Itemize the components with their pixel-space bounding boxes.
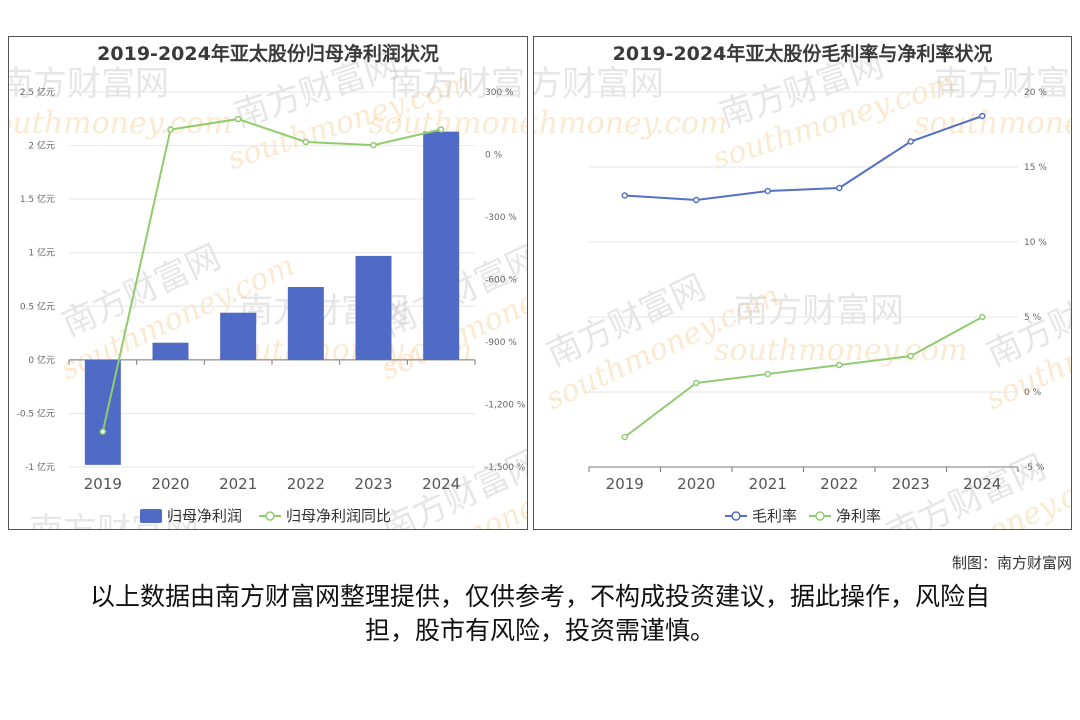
watermark-text: 南方财富网: [934, 64, 1072, 104]
gross-margin-point: [621, 192, 628, 199]
bar-net-profit: [355, 255, 392, 360]
margin-chart: 南方财富网southmoney.com南方财富网southmoney.com南方…: [533, 36, 1072, 530]
bar-net-profit: [152, 342, 189, 360]
margin-chart-svg: 南方财富网southmoney.com南方财富网southmoney.com南方…: [534, 45, 1072, 529]
legend-label: 毛利率: [752, 507, 797, 525]
line-gross-margin: [624, 115, 983, 202]
chart-title: 2019-2024年亚太股份归母净利润状况: [97, 43, 439, 65]
line-yoy: [101, 118, 442, 432]
x-category-label: 2021: [219, 475, 257, 493]
net-margin-point: [907, 352, 914, 360]
y-right-tick-label: 300 %: [485, 88, 514, 98]
y-right-tick-label: 10 %: [1024, 238, 1047, 248]
x-category-label: 2023: [892, 475, 930, 493]
y-right-tick-label: -5 %: [1024, 463, 1045, 473]
net-margin-point: [621, 433, 628, 441]
y-right-tick-label: -600 %: [485, 276, 517, 286]
legend-label: 净利率: [836, 507, 881, 525]
y-left-tick-label: 2.5 亿元: [20, 86, 55, 98]
gross-margin-point: [979, 112, 986, 120]
y-left-tick-label: 2 亿元: [28, 140, 55, 152]
gross-margin-point: [764, 187, 771, 195]
legend-line-marker: [815, 511, 825, 521]
watermark-text: 南方财富网: [734, 291, 904, 331]
watermark-text: 南方财富网: [9, 64, 169, 104]
x-category-label: 2019: [606, 475, 644, 493]
y-left-tick-label: -0.5 亿元: [17, 407, 55, 419]
y-left-tick-label: 1.5 亿元: [20, 193, 55, 205]
gross-margin-point: [907, 138, 914, 145]
watermark-text: southmoney.com: [9, 106, 233, 141]
watermark-text: southmoney.com: [534, 106, 728, 141]
y-right-tick-label: 0 %: [1024, 388, 1042, 398]
y-right-tick-label: 20 %: [1024, 88, 1047, 98]
net-profit-chart: 南方财富网southmoney.com南方财富网southmoney.com南方…: [8, 36, 528, 530]
x-category-label: 2024: [422, 475, 460, 493]
x-category-label: 2020: [677, 475, 715, 493]
y-right-tick-label: -1,500 %: [485, 463, 526, 473]
line-yoy-point: [370, 141, 377, 149]
line-yoy-point: [302, 138, 310, 146]
net-margin-point: [979, 313, 986, 321]
legend-label: 归母净利润同比: [286, 507, 391, 525]
watermark-text: southmoney.com: [914, 106, 1072, 141]
bar-net-profit: [287, 287, 324, 360]
net-margin-point: [693, 379, 700, 387]
y-right-tick-label: -900 %: [485, 338, 517, 348]
x-category-label: 2024: [963, 475, 1001, 493]
y-right-tick-label: -1,200 %: [485, 401, 526, 411]
line-yoy-point: [234, 115, 242, 123]
x-category-label: 2022: [287, 475, 325, 493]
watermark-text: 南方财富网: [534, 64, 664, 104]
x-category-label: 2019: [84, 475, 122, 493]
net-margin-point: [764, 370, 771, 378]
line-net-margin: [624, 316, 983, 438]
line-yoy-point: [99, 428, 107, 435]
y-left-tick-label: -1 亿元: [25, 461, 55, 473]
line-yoy-point: [437, 126, 445, 133]
y-left-tick-label: 0.5 亿元: [20, 300, 55, 312]
y-left-tick-label: 0 亿元: [28, 354, 55, 366]
x-category-label: 2022: [820, 475, 858, 493]
y-left-tick-label: 1 亿元: [28, 247, 55, 259]
y-right-tick-label: -300 %: [485, 213, 517, 223]
y-right-tick-label: 5 %: [1024, 313, 1042, 323]
chart-title: 2019-2024年亚太股份毛利率与净利率状况: [612, 43, 993, 65]
gross-margin-point: [693, 196, 700, 204]
watermark-text: 南方财富网: [389, 64, 528, 104]
y-right-tick-label: 0 %: [485, 151, 503, 161]
bar-net-profit: [423, 131, 460, 360]
gross-margin-point: [836, 184, 843, 192]
legend-label: 归母净利润: [167, 507, 242, 525]
chart-credit: 制图：南方财富网: [951, 554, 1072, 572]
x-category-label: 2021: [749, 475, 787, 493]
line-yoy-point: [167, 126, 174, 133]
net-margin-point: [836, 361, 843, 369]
y-right-tick-label: 15 %: [1024, 163, 1047, 173]
net-profit-chart-svg: 南方财富网southmoney.com南方财富网southmoney.com南方…: [9, 45, 528, 529]
legend-line-marker: [265, 511, 275, 521]
legend-bar-swatch: [140, 509, 162, 523]
x-category-label: 2023: [354, 475, 392, 493]
legend-line-marker: [731, 511, 741, 521]
x-category-label: 2020: [151, 475, 189, 493]
disclaimer-text: 以上数据由南方财富网整理提供，仅供参考，不构成投资建议，据此操作，风险自担，股市…: [89, 582, 990, 645]
bar-net-profit: [220, 312, 257, 360]
